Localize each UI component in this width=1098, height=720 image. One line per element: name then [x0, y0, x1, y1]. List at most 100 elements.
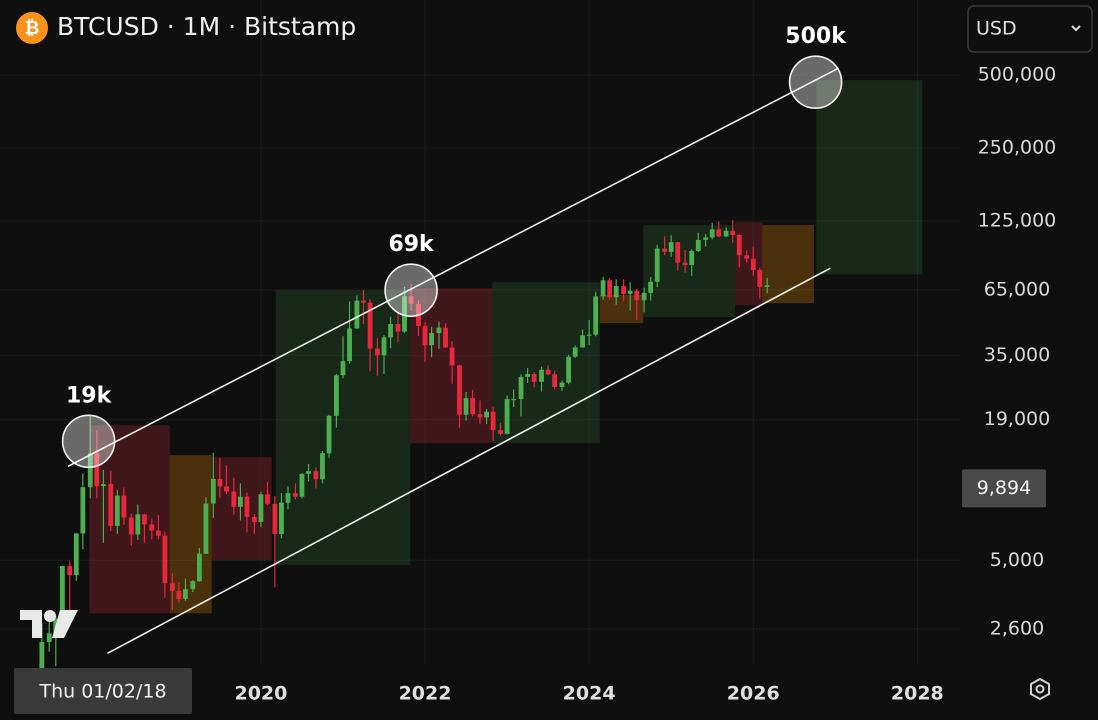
- candle-body: [326, 415, 332, 454]
- candle-body: [429, 333, 434, 346]
- candle-body: [367, 302, 373, 349]
- candle-body: [100, 484, 106, 487]
- candle-body: [504, 399, 510, 434]
- range-box: [275, 290, 411, 566]
- candle-body: [443, 327, 448, 348]
- candle-body: [210, 478, 216, 504]
- candle-body: [169, 583, 175, 591]
- candle-body: [375, 348, 380, 356]
- candle-body: [176, 590, 182, 600]
- candle-body: [531, 373, 537, 382]
- candle-body: [730, 230, 736, 236]
- candle-body: [477, 414, 483, 418]
- y-tick-label: 5,000: [990, 549, 1044, 571]
- candle-body: [334, 375, 339, 416]
- candle-body: [662, 248, 668, 252]
- candle-body: [292, 493, 298, 497]
- trend-line: [107, 267, 831, 655]
- candle-body: [422, 326, 428, 346]
- candle-body: [347, 328, 352, 362]
- candle-body: [613, 286, 619, 298]
- candle-body: [361, 300, 366, 303]
- candle-body: [654, 248, 660, 282]
- candle-body: [354, 300, 360, 329]
- candle-body: [238, 496, 243, 507]
- candle-body: [566, 356, 572, 383]
- settings-icon[interactable]: [1030, 677, 1050, 701]
- y-tick-label: 35,000: [984, 344, 1050, 366]
- candle-body: [449, 347, 455, 366]
- candle-body: [668, 242, 674, 252]
- candle-body: [457, 365, 462, 415]
- candle-body: [87, 453, 93, 488]
- candle-body: [648, 281, 654, 293]
- currency-label: USD: [976, 18, 1017, 40]
- axes: 2,600 5,000 19,000 35,000 65,000 125,000 250,0…: [234, 64, 1056, 705]
- y-tick-label: 250,000: [978, 137, 1057, 159]
- tradingview-logo: [20, 610, 78, 638]
- candle-body: [723, 230, 729, 237]
- candle-body: [709, 229, 715, 238]
- y-tick-label: 125,000: [978, 210, 1057, 232]
- candle-body: [196, 553, 202, 582]
- candle-body: [155, 530, 161, 536]
- candle-body: [518, 376, 524, 400]
- candle-body: [190, 581, 196, 590]
- candle-body: [757, 270, 763, 287]
- y-tick-label: 19,000: [984, 408, 1050, 430]
- candle-body: [306, 471, 311, 474]
- bitcoin-icon: [16, 12, 48, 44]
- candle-body: [128, 517, 134, 535]
- annotation-label: 69k: [388, 232, 435, 257]
- candle-body: [94, 453, 100, 487]
- candle-body: [381, 337, 387, 356]
- candle-body: [108, 484, 114, 526]
- currency-dropdown[interactable]: [967, 5, 1093, 53]
- candle-body: [627, 290, 633, 294]
- range-box: [492, 282, 600, 444]
- candle-body: [600, 280, 606, 297]
- candle-body: [498, 430, 503, 434]
- candle-body: [436, 327, 442, 334]
- candle-body: [59, 566, 65, 619]
- candle-body: [621, 286, 626, 294]
- candle-body: [258, 494, 264, 522]
- candle-body: [203, 503, 209, 554]
- overlay: 19k 69k 500k: [61, 24, 847, 655]
- candle-body: [716, 229, 722, 237]
- range-box: [816, 80, 923, 275]
- candle-body: [67, 566, 73, 576]
- candle-body: [689, 250, 695, 265]
- candle-body: [559, 382, 565, 387]
- candle-body: [73, 533, 79, 576]
- candle-body: [251, 516, 257, 522]
- candle-body: [572, 347, 578, 357]
- candle-body: [135, 514, 141, 535]
- candle-body: [395, 323, 401, 332]
- candle-body: [408, 296, 414, 304]
- crosshair-x-box: [14, 668, 192, 714]
- candle-body: [183, 589, 188, 600]
- candle-body: [764, 285, 770, 287]
- candle-body: [272, 503, 278, 535]
- bitcoin-symbol: ₿: [25, 18, 40, 39]
- dropdown-arrow: [1071, 25, 1081, 32]
- candle-body: [593, 296, 599, 335]
- candle-body: [682, 262, 688, 265]
- candle-body: [402, 296, 407, 332]
- x-tick-label: 2020: [234, 683, 287, 705]
- candle-body: [744, 255, 750, 259]
- candle-body: [340, 361, 346, 376]
- candle-body: [463, 398, 469, 415]
- candle-body: [217, 478, 223, 487]
- x-tick-label: 2028: [891, 683, 944, 705]
- candle-body: [114, 495, 120, 526]
- candle-body: [149, 524, 155, 531]
- candle-body: [634, 290, 640, 301]
- y-tick-label: 500,000: [978, 64, 1057, 86]
- candle-body: [265, 494, 270, 504]
- candle-body: [231, 491, 237, 507]
